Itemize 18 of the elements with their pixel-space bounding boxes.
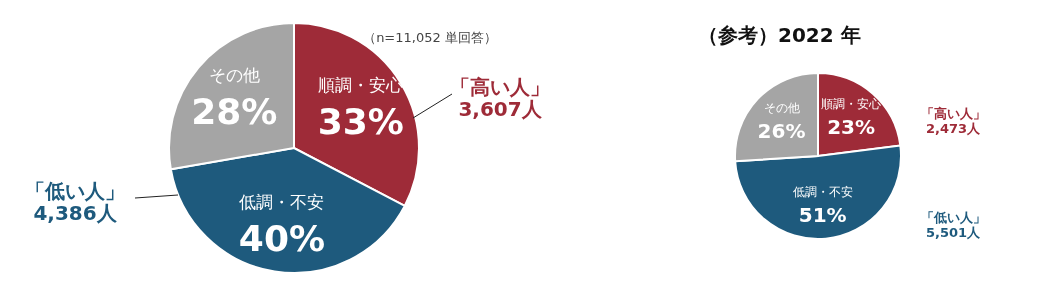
text: 「高い人」 3,607人 <box>450 75 550 121</box>
data-label: 51% <box>798 202 847 227</box>
data-label: 23% <box>827 115 875 140</box>
slice-label: 低調・不安 <box>792 184 853 199</box>
slice-label: 順調・安心 <box>318 74 404 95</box>
text: 「低い人」 4,386人 <box>25 179 125 225</box>
slice-label: その他 <box>763 100 800 115</box>
data-label: 33% <box>317 101 404 143</box>
data-label: 40% <box>238 218 325 260</box>
chart-title: （参考）2022 年 <box>698 23 861 47</box>
slice-label: 低調・不安 <box>239 192 325 213</box>
text: （n=11,052 単回答） <box>363 30 497 45</box>
slice-label: その他 <box>208 64 260 85</box>
data-label: 26% <box>757 118 806 143</box>
data-label: 28% <box>191 91 278 133</box>
text: 「低い人」 5,501人 <box>920 210 986 240</box>
text: 「高い人」 2,473人 <box>920 106 986 136</box>
slice-label: 順調・安心 <box>821 97 882 112</box>
